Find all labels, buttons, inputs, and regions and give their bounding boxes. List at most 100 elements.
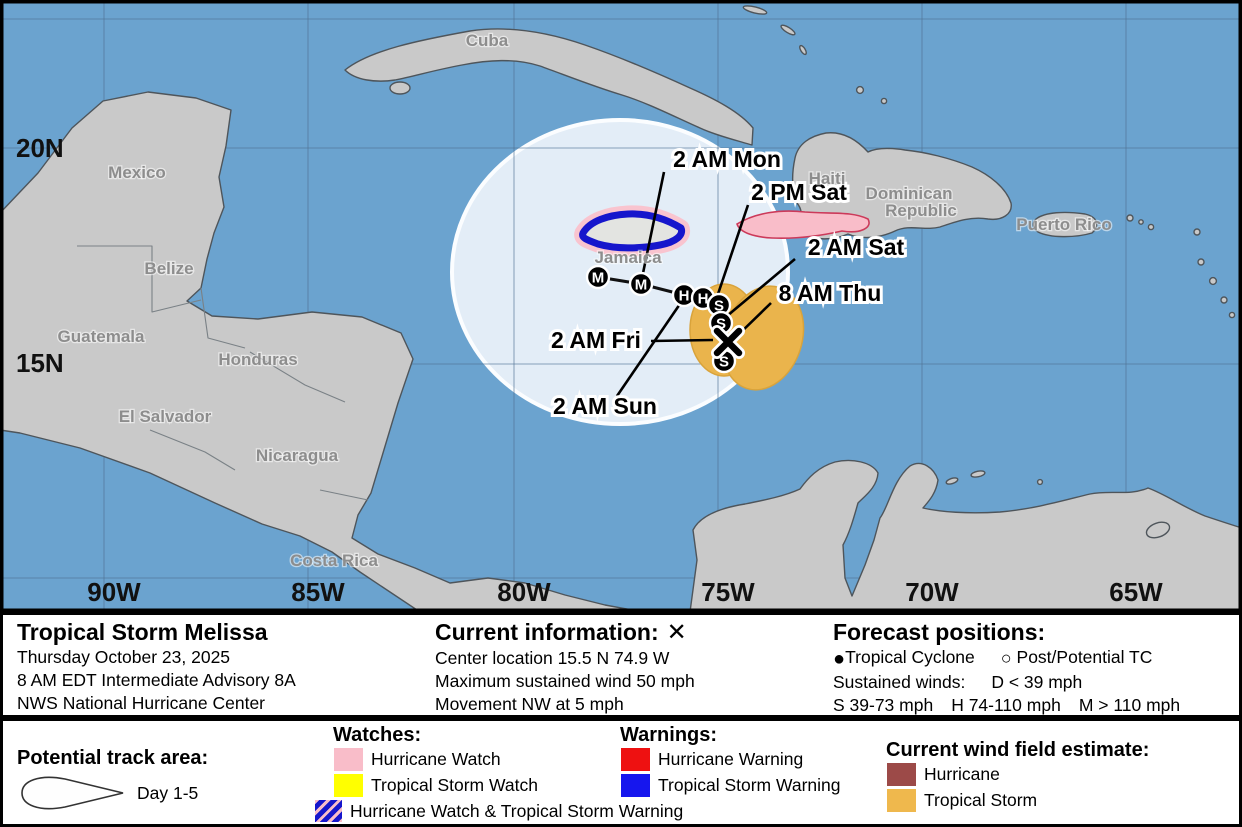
wind-field-title-row: Current wind field estimate: <box>886 739 1149 762</box>
warnings-title: Warnings: <box>620 724 718 746</box>
tropical-storm-watch-row: Tropical Storm Watch <box>334 774 538 797</box>
landmass-south-america <box>689 459 1242 612</box>
advisory-date: Thursday October 23, 2025 <box>17 647 231 667</box>
landmass-puerto-rico <box>1032 211 1098 238</box>
lon-label-85w: 85W <box>291 577 345 607</box>
marker-letter: H <box>698 291 709 308</box>
marker-letter: S <box>716 316 726 333</box>
agency-name: NWS National Hurricane Center <box>17 693 266 713</box>
day-1-5-label: Day 1-5 <box>137 782 199 803</box>
landmasses <box>0 5 1242 612</box>
wind-class-h: H 74-110 mph <box>951 695 1061 715</box>
lat-label-20n: 20N <box>16 133 64 163</box>
track-label-sun: 2 AM Sun <box>553 393 657 419</box>
track-label-thu: 8 AM Thu <box>779 280 882 306</box>
place-label-nicaragua: Nicaragua <box>256 446 339 465</box>
hurricane-watch-swatch <box>334 748 363 771</box>
map-canvas: M M H H S <box>0 0 1242 612</box>
hurricane-warning-swatch <box>621 748 650 771</box>
hurricane-watch-row: Hurricane Watch <box>334 748 501 771</box>
place-label-honduras: Honduras <box>218 350 297 369</box>
advisory-info-panel: Tropical Storm Melissa Thursday October … <box>0 612 1242 718</box>
map-legend: Potential track area: Day 1-5 Watches: H… <box>0 718 1242 827</box>
wind-class-m: M > 110 mph <box>1078 695 1181 715</box>
place-label-costa-rica: Costa Rica <box>290 551 378 570</box>
lat-label-15n: 15N <box>16 348 64 378</box>
combined-watch-warning-label: Hurricane Watch & Tropical Storm Warning <box>350 800 684 821</box>
forecast-map: M M H H S <box>0 0 1242 612</box>
cone-shape-icon <box>21 776 124 810</box>
place-label-haiti: Haiti <box>809 169 846 188</box>
potential-track-area-title-row: Potential track area: <box>17 747 208 770</box>
hurricane-warning-row: Hurricane Warning <box>621 748 803 771</box>
combined-watch-warning-row: Hurricane Watch & Tropical Storm Warning <box>315 800 683 822</box>
forecast-positions-title: Forecast positions: <box>833 619 1046 645</box>
tropical-storm-warning-label: Tropical Storm Warning <box>658 775 841 795</box>
open-circle-icon: ○ <box>1000 648 1012 668</box>
watches-title: Watches: <box>333 724 422 746</box>
lon-label-70w: 70W <box>905 577 959 607</box>
place-label-cuba: Cuba <box>466 31 509 50</box>
current-position-x-icon: ✕ <box>666 619 687 646</box>
sustained-winds-label: Sustained winds: <box>833 672 966 692</box>
hatched-swatch <box>315 800 342 822</box>
wind-class-d: D < 39 mph <box>991 672 1083 692</box>
landmass-central-america <box>0 91 644 612</box>
storm-title: Tropical Storm Melissa <box>17 619 268 645</box>
lon-label-80w: 80W <box>497 577 551 607</box>
jamaica-warning-area <box>574 205 691 257</box>
tropical-cyclone-label: Tropical Cyclone <box>845 647 975 667</box>
place-label-republic: Republic <box>885 201 957 220</box>
place-label-dominican: Dominican <box>866 184 953 203</box>
track-label-mon: 2 AM Mon <box>673 146 781 172</box>
hurricane-warning-label: Hurricane Warning <box>658 749 804 769</box>
lon-label-90w: 90W <box>87 577 141 607</box>
lon-label-65w: 65W <box>1109 577 1163 607</box>
watches-title-row: Watches: <box>333 724 421 747</box>
potential-track-area-title: Potential track area: <box>17 747 209 769</box>
small-islands <box>742 5 1236 539</box>
filled-circle-icon: ● <box>833 648 846 670</box>
track-marker: M <box>628 271 654 297</box>
track-label-sat-pm: 2 PM Sat <box>751 179 847 205</box>
track-marker: M <box>585 264 611 290</box>
tropical-storm-watch-swatch <box>334 774 363 797</box>
current-information: Current information: ✕ Center location 15… <box>435 618 695 716</box>
max-sustained-wind: Maximum sustained wind 50 mph <box>435 671 695 691</box>
tropical-storm-warning-row: Tropical Storm Warning <box>621 774 841 797</box>
place-label-belize: Belize <box>144 259 193 278</box>
post-potential-tc-key: ○ Post/Potential TC <box>1001 646 1153 671</box>
warnings-title-row: Warnings: <box>620 724 717 747</box>
marker-letter: M <box>592 270 605 287</box>
forecast-positions-key: Forecast positions: ●Tropical Cyclone ○ … <box>833 618 1180 717</box>
hurricane-watch-label: Hurricane Watch <box>371 749 501 769</box>
landmass-cuba <box>344 28 754 146</box>
tropical-cyclone-key: ●Tropical Cyclone <box>833 646 975 671</box>
storm-summary: Tropical Storm Melissa Thursday October … <box>17 618 296 715</box>
wind-field-title: Current wind field estimate: <box>886 739 1150 761</box>
track-label-sat-am: 2 AM Sat <box>808 234 905 260</box>
hurricane-wind-field-label: Hurricane <box>924 764 1000 784</box>
tropical-storm-warning-swatch <box>621 774 650 797</box>
marker-letter: S <box>714 298 724 315</box>
hurricane-wind-field-swatch <box>887 763 916 786</box>
marker-letter: M <box>635 277 648 294</box>
current-position-x-icon <box>711 325 745 359</box>
place-label-guatemala: Guatemala <box>58 327 145 346</box>
wind-field-hurricane-row: Hurricane <box>887 763 1000 786</box>
forecast-position-markers: M M H H S <box>585 264 745 374</box>
movement: Movement NW at 5 mph <box>435 694 624 714</box>
place-label-puerto-rico: Puerto Rico <box>1016 215 1111 234</box>
center-location: Center location 15.5 N 74.9 W <box>435 648 670 668</box>
wind-field-tropical-storm-row: Tropical Storm <box>887 789 1037 812</box>
tropical-storm-wind-field-label: Tropical Storm <box>924 790 1038 810</box>
current-info-title: Current information: <box>435 619 659 645</box>
label-leader-lines <box>615 171 796 397</box>
tropical-storm-watch-label: Tropical Storm Watch <box>371 775 538 795</box>
marker-letter: S <box>719 354 729 371</box>
marker-letter: H <box>679 288 690 305</box>
post-potential-tc-label: Post/Potential TC <box>1016 647 1153 667</box>
tropical-storm-wind-field-swatch <box>887 789 916 812</box>
haiti-hurricane-watch-area <box>736 210 870 239</box>
